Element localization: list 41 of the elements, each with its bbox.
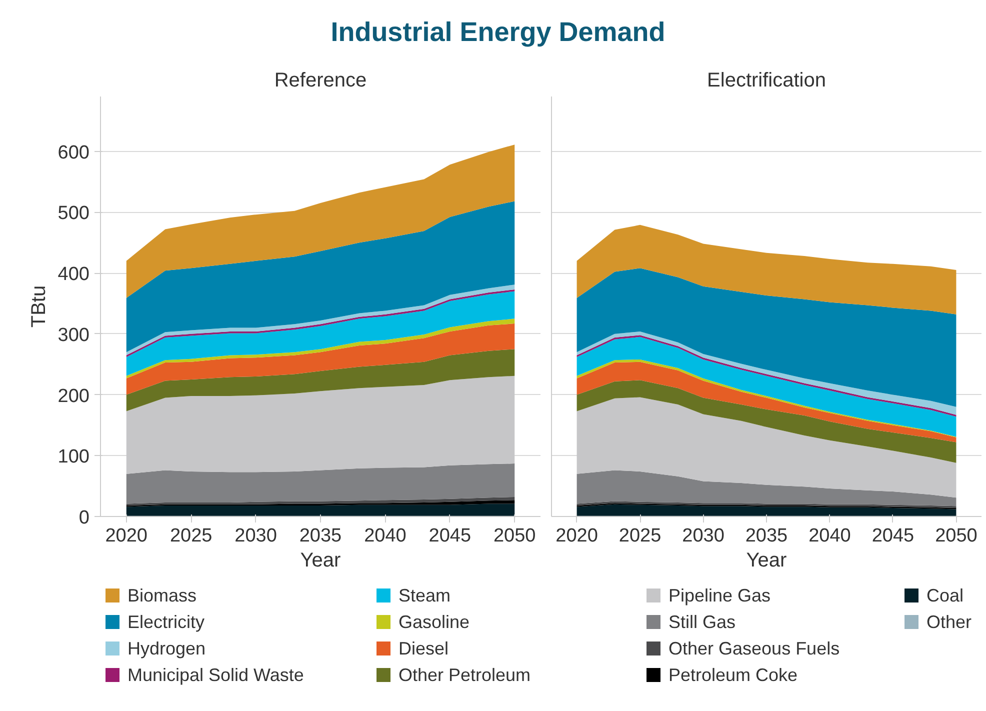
y-tick-label: 500 [58, 203, 90, 224]
y-tick-label: 600 [58, 142, 90, 164]
legend-label: Other Petroleum [398, 665, 531, 685]
legend-label: Electricity [128, 612, 205, 632]
chart-subtitle: Reference [274, 70, 367, 92]
x-tick-label: 2025 [618, 526, 662, 546]
legend-label: Municipal Solid Waste [128, 665, 304, 685]
legend-label: Other [926, 612, 972, 632]
legend-label: Diesel [398, 638, 449, 658]
x-tick-label: 2025 [170, 526, 212, 546]
legend-label: Other Gaseous Fuels [668, 638, 840, 658]
x-tick-label: 2050 [935, 526, 978, 546]
x-tick-label: 2020 [105, 526, 148, 546]
x-tick-label: 2035 [299, 526, 342, 546]
x-tick-label: 2030 [682, 526, 724, 546]
legend-label: Gasoline [398, 612, 470, 632]
x-tick-label: 2045 [428, 526, 472, 546]
x-tick-label: 2040 [364, 526, 406, 546]
x-tick-label: 2045 [872, 526, 914, 546]
x-tick-label: 2030 [234, 526, 277, 546]
chart-title: Industrial Energy Demand [330, 16, 666, 49]
x-tick-label: 2050 [493, 526, 536, 546]
x-tick-label: 2035 [745, 526, 788, 546]
legend-label: Steam [398, 586, 451, 606]
legend-label: Coal [926, 586, 964, 606]
legend-label: Hydrogen [128, 638, 206, 658]
y-tick-label: 200 [58, 386, 90, 407]
x-tick-label: 2020 [556, 526, 598, 546]
legend-label: Petroleum Coke [668, 665, 798, 685]
y-axis-title: TBtu [28, 285, 50, 328]
x-axis-title: Year [300, 550, 342, 572]
legend-label: Biomass [128, 586, 197, 606]
legend-label: Still Gas [668, 612, 736, 632]
chart-subtitle: Electrification [707, 70, 826, 92]
y-tick-label: 0 [78, 508, 90, 528]
y-tick-label: 400 [58, 264, 90, 286]
y-tick-label: 100 [58, 446, 90, 468]
x-axis-title: Year [746, 550, 788, 572]
x-tick-label: 2040 [808, 526, 851, 546]
y-tick-label: 300 [58, 324, 90, 346]
legend-label: Pipeline Gas [668, 586, 771, 606]
